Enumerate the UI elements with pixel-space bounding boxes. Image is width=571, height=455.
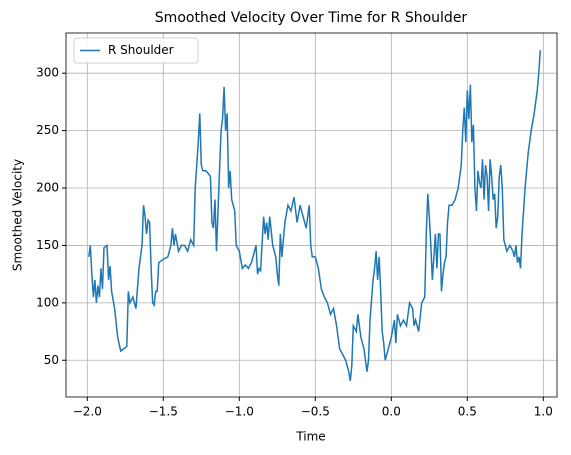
x-axis-label: Time xyxy=(295,430,325,444)
axes-frame xyxy=(65,32,558,398)
y-axis-label: Smoothed Velocity xyxy=(11,159,25,271)
x-tick-label: 0.0 xyxy=(382,405,401,419)
legend-box xyxy=(73,37,199,64)
y-tick-label: 100 xyxy=(36,295,59,309)
legend-label: R Shoulder xyxy=(108,43,174,57)
y-tick-label: 250 xyxy=(36,123,59,137)
chart-title: Smoothed Velocity Over Time for R Should… xyxy=(155,10,468,26)
data-line xyxy=(88,50,542,382)
y-tick-label: 300 xyxy=(36,66,59,80)
y-tick-label: 200 xyxy=(36,181,59,195)
y-tick-label: 50 xyxy=(44,353,59,367)
x-tick-label: −2.0 xyxy=(73,405,102,419)
x-tick-label: 0.5 xyxy=(458,405,477,419)
y-tick-label: 150 xyxy=(36,238,59,252)
x-tick-label: −1.5 xyxy=(149,405,178,419)
x-tick-label: −1.0 xyxy=(225,405,254,419)
x-tick-label: −0.5 xyxy=(301,405,330,419)
x-tick-label: 1.0 xyxy=(534,405,553,419)
